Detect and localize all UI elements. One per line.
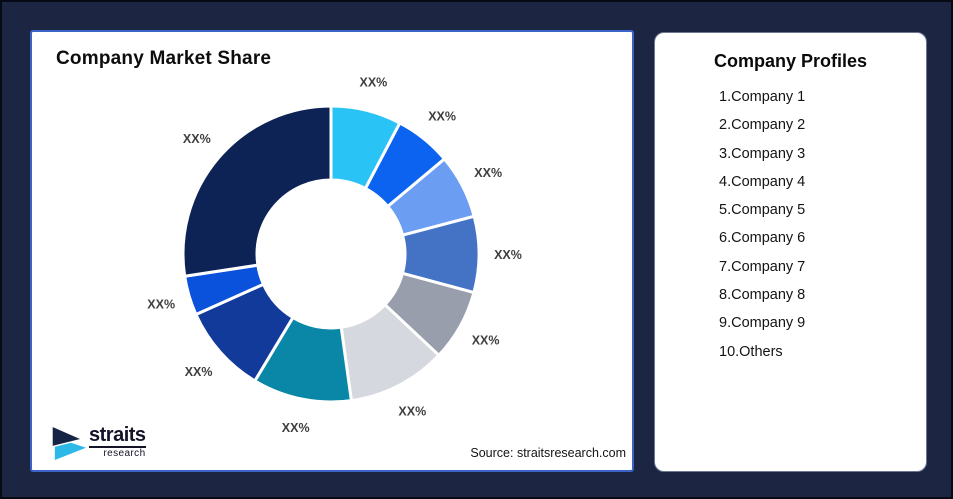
company-list-item: 7.Company 7: [719, 258, 806, 275]
logo-name: straits: [89, 424, 146, 446]
company-list-item: 3.Company 3: [719, 145, 806, 162]
company-profiles-card: Company Profiles 1.Company 1 2.Company 2 3…: [654, 32, 927, 472]
company-list-item: 6.Company 6: [719, 230, 806, 247]
segment-label: XX%: [282, 421, 310, 435]
company-list-item: 1.Company 1: [719, 89, 806, 105]
straits-research-logo: straits research: [52, 424, 146, 460]
segment-label: XX%: [472, 334, 500, 348]
company-list-item: 5.Company 5: [719, 202, 806, 219]
company-list-item: 2.Company 2: [719, 117, 806, 134]
donut-segment: [181, 104, 333, 278]
segment-label: XX%: [398, 405, 426, 419]
logo-navy-arrow: [52, 426, 85, 448]
segment-label: XX%: [185, 365, 213, 379]
segment-label: XX%: [183, 132, 211, 146]
segment-label: XX%: [360, 76, 388, 90]
source-text: Source: straitsresearch.com: [470, 446, 626, 460]
market-share-card: Company Market Share XX% XX% XX% XX% XX% XX% X…: [30, 30, 634, 472]
company-profiles-list: 1.Company 1 2.Company 2 3.Company 3 4.Compa…: [655, 83, 926, 366]
company-list-item: 4.Company 4: [719, 173, 806, 190]
chart-title: Company Market Share: [56, 48, 272, 69]
company-list-item: 8.Company 8: [719, 287, 806, 304]
segment-label: XX%: [494, 248, 522, 262]
logo-text: straits research: [89, 424, 146, 459]
segment-label: XX%: [474, 166, 502, 180]
segment-label: XX%: [428, 110, 456, 124]
profiles-title: Company Profiles: [713, 51, 868, 71]
segment-label: XX%: [147, 297, 175, 311]
straits-logo-icon: [52, 426, 86, 460]
company-list-item: 10.Others: [719, 343, 783, 360]
logo-subname: research: [89, 446, 146, 459]
company-list-item: 9.Company 9: [719, 315, 806, 332]
market-share-donut-chart: XX% XX% XX% XX% XX% XX% XX% XX% XX% XX%: [147, 76, 522, 435]
